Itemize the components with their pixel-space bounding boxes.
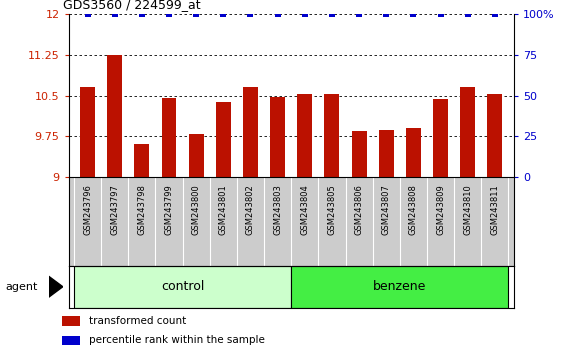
- Point: [83, 11, 92, 17]
- Point: [327, 11, 336, 17]
- Bar: [406, 128, 421, 177]
- Text: percentile rank within the sample: percentile rank within the sample: [89, 335, 265, 346]
- Bar: [291, 266, 508, 308]
- Text: GDS3560 / 224599_at: GDS3560 / 224599_at: [63, 0, 200, 11]
- Text: GSM243810: GSM243810: [463, 184, 472, 235]
- Text: GSM243798: GSM243798: [138, 184, 146, 235]
- Point: [137, 11, 146, 17]
- Point: [355, 11, 364, 17]
- Point: [490, 11, 500, 17]
- Point: [246, 11, 255, 17]
- Bar: [243, 87, 258, 177]
- Bar: [352, 131, 367, 177]
- Text: GSM243804: GSM243804: [300, 184, 309, 235]
- Text: GSM243799: GSM243799: [164, 184, 174, 235]
- Text: GSM243801: GSM243801: [219, 184, 228, 235]
- Text: GSM243802: GSM243802: [246, 184, 255, 235]
- Text: GSM243797: GSM243797: [110, 184, 119, 235]
- Point: [273, 11, 282, 17]
- Text: GSM243809: GSM243809: [436, 184, 445, 235]
- Bar: [379, 130, 394, 177]
- Bar: [216, 102, 231, 177]
- Bar: [460, 87, 475, 177]
- Point: [381, 11, 391, 17]
- Point: [219, 11, 228, 17]
- Text: benzene: benzene: [373, 280, 427, 293]
- Polygon shape: [49, 276, 63, 297]
- Text: GSM243805: GSM243805: [327, 184, 336, 235]
- Point: [300, 11, 309, 17]
- Text: GSM243806: GSM243806: [355, 184, 364, 235]
- Text: GSM243808: GSM243808: [409, 184, 418, 235]
- Bar: [488, 95, 502, 177]
- Text: GSM243796: GSM243796: [83, 184, 92, 235]
- Bar: [188, 133, 204, 177]
- Text: transformed count: transformed count: [89, 316, 186, 326]
- Bar: [107, 55, 122, 177]
- Point: [463, 11, 472, 17]
- Bar: [297, 95, 312, 177]
- Text: GSM243803: GSM243803: [273, 184, 282, 235]
- Text: agent: agent: [6, 282, 38, 292]
- Text: GSM243811: GSM243811: [490, 184, 500, 235]
- Text: GSM243807: GSM243807: [382, 184, 391, 235]
- Bar: [62, 316, 80, 326]
- Bar: [74, 266, 291, 308]
- Text: GSM243800: GSM243800: [192, 184, 200, 235]
- Point: [110, 11, 119, 17]
- Bar: [134, 144, 149, 177]
- Text: control: control: [161, 280, 204, 293]
- Bar: [62, 336, 80, 346]
- Bar: [433, 99, 448, 177]
- Point: [164, 11, 174, 17]
- Point: [192, 11, 201, 17]
- Bar: [324, 95, 339, 177]
- Point: [409, 11, 418, 17]
- Bar: [162, 98, 176, 177]
- Bar: [270, 97, 285, 177]
- Bar: [80, 87, 95, 177]
- Point: [436, 11, 445, 17]
